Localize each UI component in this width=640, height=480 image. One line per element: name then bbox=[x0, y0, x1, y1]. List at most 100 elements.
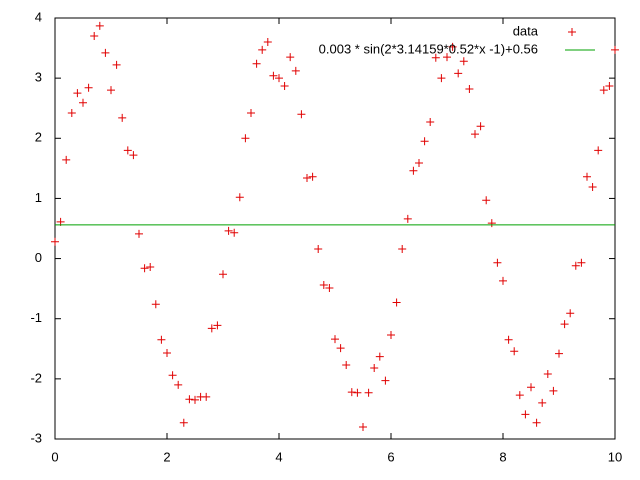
data-point bbox=[448, 42, 457, 51]
data-point bbox=[123, 146, 132, 155]
data-point bbox=[168, 371, 177, 380]
data-point bbox=[420, 137, 429, 146]
data-point bbox=[179, 418, 188, 427]
data-point bbox=[90, 32, 99, 41]
data-point bbox=[364, 388, 373, 397]
data-point bbox=[84, 83, 93, 92]
data-point bbox=[191, 395, 199, 404]
data-point bbox=[79, 98, 87, 107]
y-tick-label: -3 bbox=[30, 430, 42, 445]
data-point bbox=[342, 361, 351, 370]
data-point bbox=[314, 244, 323, 253]
data-point bbox=[459, 57, 468, 66]
y-tick-label: 1 bbox=[35, 190, 42, 205]
y-tick-label: -1 bbox=[30, 310, 42, 325]
data-point bbox=[476, 122, 485, 131]
data-point bbox=[515, 391, 524, 400]
data-point bbox=[286, 53, 295, 62]
data-point bbox=[202, 392, 211, 401]
data-point bbox=[95, 21, 104, 30]
x-tick-label: 0 bbox=[51, 449, 58, 464]
y-tick-label: 0 bbox=[35, 250, 42, 265]
legend-swatch bbox=[568, 28, 576, 36]
data-point bbox=[566, 309, 575, 318]
data-point bbox=[118, 113, 127, 122]
data-point bbox=[499, 276, 507, 285]
data-point bbox=[213, 321, 222, 330]
data-point bbox=[588, 183, 597, 192]
data-point bbox=[510, 347, 519, 356]
data-point bbox=[207, 324, 216, 333]
data-point bbox=[62, 155, 71, 164]
data-point bbox=[560, 320, 569, 329]
legend-label: 0.003 * sin(2*3.14159*0.52*x -1)+0.56 bbox=[319, 41, 538, 56]
data-point bbox=[431, 53, 440, 62]
data-point bbox=[219, 270, 227, 279]
x-tick-label: 8 bbox=[499, 449, 506, 464]
data-point bbox=[258, 45, 267, 54]
data-point bbox=[583, 172, 591, 181]
data-point bbox=[571, 261, 580, 270]
legend-label: data bbox=[513, 23, 539, 38]
data-point bbox=[247, 109, 255, 118]
data-point bbox=[336, 344, 345, 353]
x-tick-label: 4 bbox=[275, 449, 282, 464]
data-point bbox=[387, 330, 395, 339]
data-point bbox=[107, 86, 115, 95]
data-point bbox=[555, 349, 563, 358]
data-point bbox=[331, 335, 339, 344]
data-point bbox=[493, 258, 502, 267]
data-point bbox=[112, 60, 121, 69]
data-point bbox=[437, 74, 446, 83]
data-point bbox=[280, 81, 289, 90]
data-point bbox=[409, 166, 418, 175]
data-point bbox=[504, 335, 513, 344]
data-point bbox=[235, 193, 244, 202]
y-tick-label: 2 bbox=[35, 130, 42, 145]
data-point bbox=[521, 410, 530, 419]
data-point bbox=[532, 418, 541, 427]
data-point bbox=[151, 300, 160, 309]
data-point bbox=[594, 146, 603, 155]
data-point bbox=[549, 386, 558, 395]
data-point bbox=[398, 244, 407, 253]
plot-frame bbox=[54, 17, 616, 440]
data-point bbox=[353, 388, 362, 397]
data-point bbox=[308, 172, 317, 181]
data-point bbox=[487, 219, 496, 228]
data-point bbox=[403, 214, 412, 223]
x-tick-label: 2 bbox=[163, 449, 170, 464]
data-point bbox=[185, 395, 194, 404]
data-point bbox=[426, 118, 435, 127]
y-tick-label: 4 bbox=[35, 9, 42, 24]
data-point bbox=[471, 130, 479, 139]
data-point bbox=[375, 352, 384, 361]
data-point bbox=[605, 81, 614, 90]
data-point bbox=[140, 264, 149, 273]
data-point bbox=[297, 110, 306, 119]
data-point bbox=[269, 71, 278, 80]
data-point bbox=[319, 281, 328, 290]
data-point bbox=[347, 388, 356, 397]
data-point bbox=[263, 38, 272, 47]
data-point bbox=[392, 298, 401, 307]
data-point bbox=[241, 134, 250, 143]
data-point bbox=[303, 173, 311, 182]
data-point bbox=[252, 59, 261, 68]
data-point bbox=[611, 45, 619, 54]
data-point bbox=[538, 398, 547, 407]
data-point bbox=[275, 74, 283, 83]
data-point bbox=[146, 262, 155, 271]
data-point bbox=[230, 228, 239, 237]
data-point bbox=[135, 229, 143, 238]
data-point bbox=[51, 237, 59, 246]
data-point bbox=[465, 84, 474, 93]
data-point bbox=[577, 258, 586, 267]
y-tick-label: 3 bbox=[35, 70, 42, 85]
data-point bbox=[482, 196, 491, 205]
data-point bbox=[224, 226, 233, 235]
data-point bbox=[443, 53, 451, 62]
data-point bbox=[527, 383, 535, 392]
data-point bbox=[174, 380, 183, 389]
